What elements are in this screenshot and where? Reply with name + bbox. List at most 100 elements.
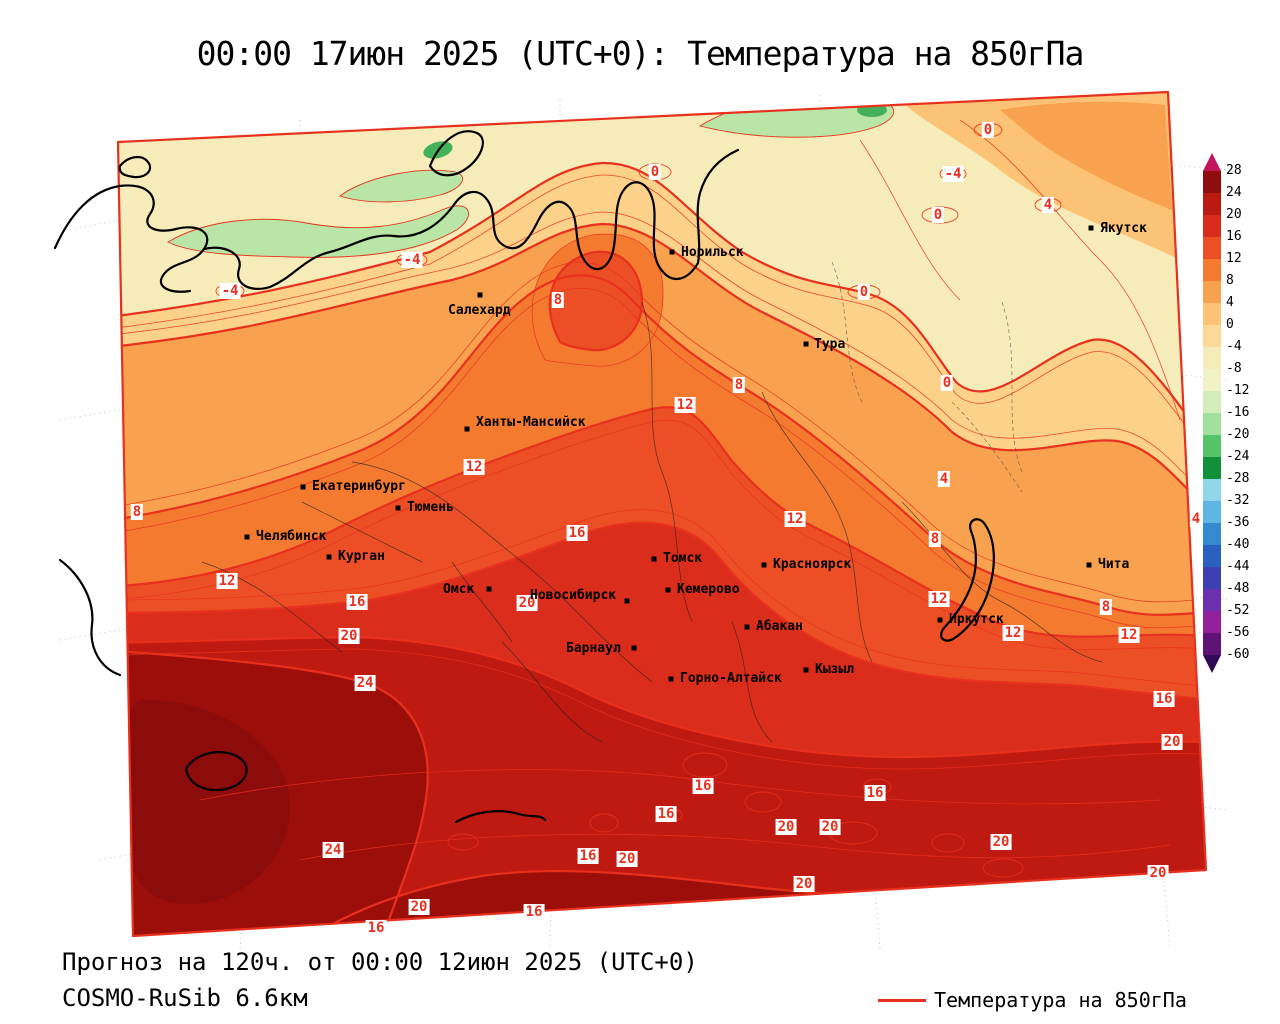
band-hot-core: [120, 699, 291, 905]
colorbar-tick: -32: [1226, 493, 1250, 508]
contour-label: 20: [516, 595, 538, 611]
contour-label: 12: [216, 573, 238, 589]
coast-scandinavia: [53, 184, 209, 293]
city-label: Красноярск: [773, 557, 852, 572]
city-label: Салехард: [448, 303, 511, 318]
coast-taymyr: [696, 148, 740, 265]
contour-label: 4: [1189, 511, 1203, 527]
colorbar-band: [1203, 413, 1221, 435]
minor-contour: [531, 233, 664, 367]
city-label: Курган: [338, 549, 385, 564]
contour-label: 20: [338, 628, 360, 644]
colorbar-arrow-down: [1203, 655, 1221, 673]
city-label: Барнаул: [566, 641, 621, 656]
colorbar-band: [1203, 281, 1221, 303]
city-marker: [669, 249, 675, 255]
colorbar-tick: 20: [1226, 207, 1242, 222]
forecast-info: Прогноз на 120ч. от 00:00 12июн 2025 (UT…: [62, 948, 698, 976]
contour-12-spot: [548, 250, 644, 352]
city-marker: [631, 645, 637, 651]
colorbar-tick: 8: [1226, 273, 1234, 288]
island: [428, 130, 484, 177]
contour-label: 20: [1161, 734, 1183, 750]
contour-label: 8: [130, 504, 144, 520]
city-label: Ханты-Мансийск: [476, 415, 586, 430]
colorbar-tick: 4: [1226, 295, 1234, 310]
city-marker: [937, 617, 943, 623]
contour-label: 0: [931, 207, 945, 223]
colorbar-band: [1203, 325, 1221, 347]
colorbar-band: [1203, 567, 1221, 589]
city-marker: [486, 586, 492, 592]
island: [118, 156, 152, 179]
page-title: 00:00 17июн 2025 (UTC+0): Температура на…: [196, 34, 1085, 73]
coast-yamal-ob: [392, 181, 700, 280]
contour-24: [118, 648, 429, 936]
colorbar-arrow-up: [1203, 153, 1221, 171]
border-west: [58, 558, 122, 677]
legend-line-sample: [878, 999, 926, 1002]
city-marker: [761, 562, 767, 568]
colorbar-tick: -12: [1226, 383, 1250, 398]
contour-label: 16: [523, 904, 545, 920]
contour-label: 16: [655, 806, 677, 822]
colorbar-tick: -40: [1226, 537, 1250, 552]
city-marker: [1086, 562, 1092, 568]
city-label: Кызыл: [815, 662, 855, 677]
lake-zaysan: [454, 810, 547, 824]
contour-label: 12: [784, 511, 806, 527]
contour-label: 16: [1153, 691, 1175, 707]
city-marker: [300, 484, 306, 490]
colorbar-band: [1203, 171, 1221, 193]
city-label: Тура: [814, 337, 846, 352]
colorbar-tick: -56: [1226, 625, 1250, 640]
contour-20: [118, 635, 1206, 759]
city-marker: [665, 587, 671, 593]
colorbar-tick: -60: [1226, 647, 1250, 662]
city-marker: [395, 505, 401, 511]
contour-label: 8: [551, 292, 565, 308]
colorbar-tick: 24: [1226, 185, 1242, 200]
colorbar-tick: -20: [1226, 427, 1250, 442]
contour-label: 12: [1002, 625, 1024, 641]
city-marker: [1088, 225, 1094, 231]
coast-white-sea: [202, 234, 396, 290]
city-label: Екатеринбург: [312, 479, 406, 494]
contour-label: 24: [354, 675, 376, 691]
colorbar-band: [1203, 347, 1221, 369]
contour-8: [118, 274, 1206, 616]
colorbar-band: [1203, 589, 1221, 611]
city-marker: [803, 341, 809, 347]
city-marker: [244, 534, 250, 540]
colorbar-tick: -44: [1226, 559, 1250, 574]
contour-label: 4: [1041, 197, 1055, 213]
city-marker: [477, 292, 483, 298]
colorbar-band: [1203, 633, 1221, 655]
city-label: Абакан: [756, 619, 803, 634]
contour-label: 12: [674, 397, 696, 413]
city-label: Томск: [663, 551, 703, 566]
colorbar-band: [1203, 479, 1221, 501]
contour-4: [118, 222, 1206, 521]
city-marker: [744, 624, 750, 630]
city-marker: [803, 667, 809, 673]
model-info: COSMO-RuSib 6.6км: [62, 984, 308, 1012]
colorbar-band: [1203, 391, 1221, 413]
colorbar-band: [1203, 457, 1221, 479]
coastlines: [53, 130, 995, 824]
contour-label: 0: [857, 284, 871, 300]
legend-label: Температура на 850гПа: [934, 988, 1187, 1012]
contour-label: 20: [775, 819, 797, 835]
colorbar-tick: -24: [1226, 449, 1250, 464]
contour-label: 20: [819, 819, 841, 835]
city-marker: [651, 556, 657, 562]
colorbar-tick: 12: [1226, 251, 1242, 266]
colorbar-tick: 16: [1226, 229, 1242, 244]
contour-label: 20: [990, 834, 1012, 850]
colorbar-band: [1203, 193, 1221, 215]
contour-label: 20: [408, 899, 430, 915]
cold-patch: [167, 205, 469, 258]
contour-label: 12: [1118, 627, 1140, 643]
